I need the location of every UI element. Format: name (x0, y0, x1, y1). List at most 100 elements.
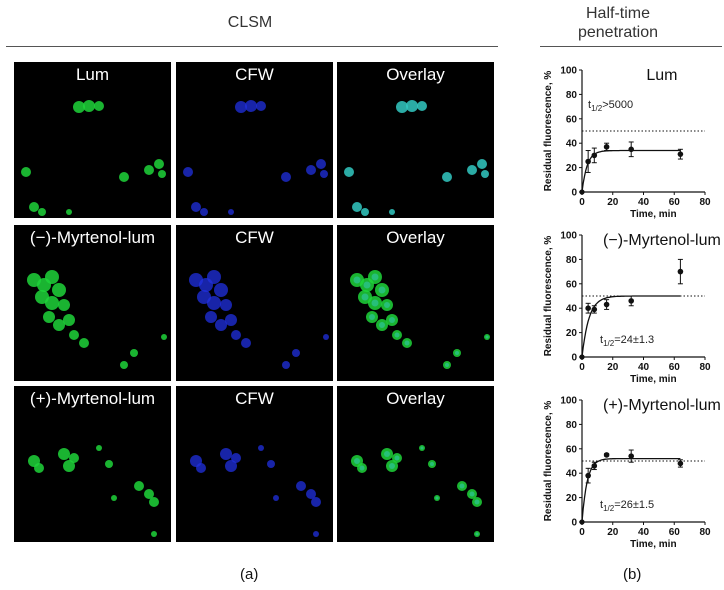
cell-blob (344, 167, 354, 177)
cell-overlap (359, 465, 365, 471)
cell-blob (214, 283, 228, 297)
micrograph-cells (350, 270, 490, 369)
micrograph-r2-overlay: Overlay (337, 225, 494, 381)
x-tick-label: 0 (579, 527, 585, 538)
annotation-main: t (588, 99, 591, 111)
y-tick-label: 80 (566, 420, 578, 431)
cell-blob (323, 334, 329, 340)
chart-title: (+)-Myrtenol-lum (603, 397, 721, 414)
cell-blob (281, 172, 291, 182)
cell-overlap (420, 446, 424, 450)
cell-overlap (389, 463, 395, 469)
cell-blob (161, 334, 167, 340)
cell-blob (225, 460, 237, 472)
micrograph-label: Overlay (386, 65, 445, 84)
cell-blob (69, 330, 79, 340)
cell-blob (258, 445, 264, 451)
cell-blob (144, 165, 154, 175)
cell-blob (352, 202, 362, 212)
data-point (677, 460, 684, 467)
cell-overlap (459, 483, 465, 489)
data-point (591, 152, 598, 159)
cell-blob (481, 170, 489, 178)
cell-overlap (363, 281, 371, 289)
cell-overlap (353, 276, 361, 284)
y-tick-label: 100 (560, 231, 577, 242)
cell-blob (154, 159, 164, 169)
cell-blob (467, 165, 477, 175)
x-tick-label: 40 (638, 527, 650, 538)
halftime-annotation: t1/2>5000 (588, 99, 633, 113)
micrograph-cells (183, 100, 328, 216)
cell-blob (45, 296, 59, 310)
cell-blob (296, 481, 306, 491)
halftime-chart-1: 0 20 40 60 80 0 20 40 60 80 100 Lum t1/2>5000 Time, m… (540, 60, 720, 230)
cell-blob (43, 311, 55, 323)
cell-blob (273, 495, 279, 501)
annotation-value: =24±1.3 (614, 334, 654, 346)
data-point (603, 144, 610, 150)
cell-blob (207, 270, 221, 284)
x-tick-label: 80 (699, 527, 711, 538)
micrograph-label: Lum (75, 65, 110, 84)
halftime-chart-3: 0 20 40 60 80 0 20 40 60 80 100 (+)-Myrtenol-lum t1/… (540, 390, 721, 560)
cell-blob (306, 165, 316, 175)
halftime-divider (540, 46, 722, 47)
annotation-subscript: 1/2 (603, 504, 615, 513)
caption-a: (a) (240, 566, 259, 583)
cell-blob (69, 453, 79, 463)
cell-blob (245, 100, 257, 112)
cell-blob (389, 209, 395, 215)
cell-blob (191, 202, 201, 212)
halftime-title: Half-time penetration (548, 4, 688, 42)
micrograph-label: (−)-Myrtenol-lum (29, 228, 156, 247)
micrograph-cells (27, 270, 167, 369)
cell-overlap (394, 332, 400, 338)
y-tick-label: 60 (566, 114, 578, 125)
annotation-main: t (600, 334, 603, 346)
data-point (628, 146, 634, 153)
cell-blob (220, 448, 232, 460)
halftime-annotation: t1/2=24±1.3 (600, 334, 654, 348)
cell-blob (63, 314, 75, 326)
x-tick-label: 60 (669, 362, 681, 373)
data-point (585, 305, 591, 311)
cell-blob (396, 101, 408, 113)
cell-overlap (469, 491, 475, 497)
chart-svg: 0 20 40 60 80 0 20 40 60 80 100 (+)-Myrtenol-lum t1/… (543, 396, 721, 551)
halftime-title-line1: Half-time (585, 5, 650, 22)
data-point (628, 298, 634, 304)
cell-blob (406, 100, 418, 112)
y-tick-label: 100 (560, 66, 577, 77)
cell-blob (53, 319, 65, 331)
y-tick-label: 0 (571, 353, 577, 364)
y-axis-title: Residual fluorescence, % (543, 236, 554, 357)
micrograph-label: Overlay (386, 389, 445, 408)
y-tick-label: 20 (566, 328, 578, 339)
y-tick-label: 0 (571, 188, 577, 199)
chart-title: (−)-Myrtenol-lum (603, 232, 721, 249)
cell-blob (292, 349, 300, 357)
cell-overlap (371, 299, 379, 307)
cell-blob (225, 314, 237, 326)
halftime-chart-2: 0 20 40 60 80 0 20 40 60 80 100 (−)-Myrtenol-lum t1/… (540, 225, 721, 395)
cell-blob (311, 497, 321, 507)
micrograph-r3-cfw: CFW (176, 386, 333, 542)
clsm-title: CLSM (227, 14, 273, 31)
chart-svg: 0 20 40 60 80 0 20 40 60 80 100 (−)-Myrtenol-lum t1/… (543, 231, 721, 386)
annotation-subscript: 1/2 (591, 104, 603, 113)
cell-blob (63, 460, 75, 472)
y-axis-title: Residual fluorescence, % (543, 71, 554, 192)
cell-blob (313, 531, 319, 537)
data-point (677, 151, 684, 157)
cell-blob (105, 460, 113, 468)
micrograph-r3-overlay: Overlay (337, 386, 494, 542)
micrograph-r1-overlay: Overlay (337, 62, 494, 218)
cell-blob (267, 460, 275, 468)
x-tick-label: 0 (579, 362, 585, 373)
x-tick-label: 80 (699, 197, 711, 208)
cell-blob (231, 330, 241, 340)
cell-blob (66, 209, 72, 215)
cell-overlap (430, 462, 434, 466)
cell-blob (231, 453, 241, 463)
